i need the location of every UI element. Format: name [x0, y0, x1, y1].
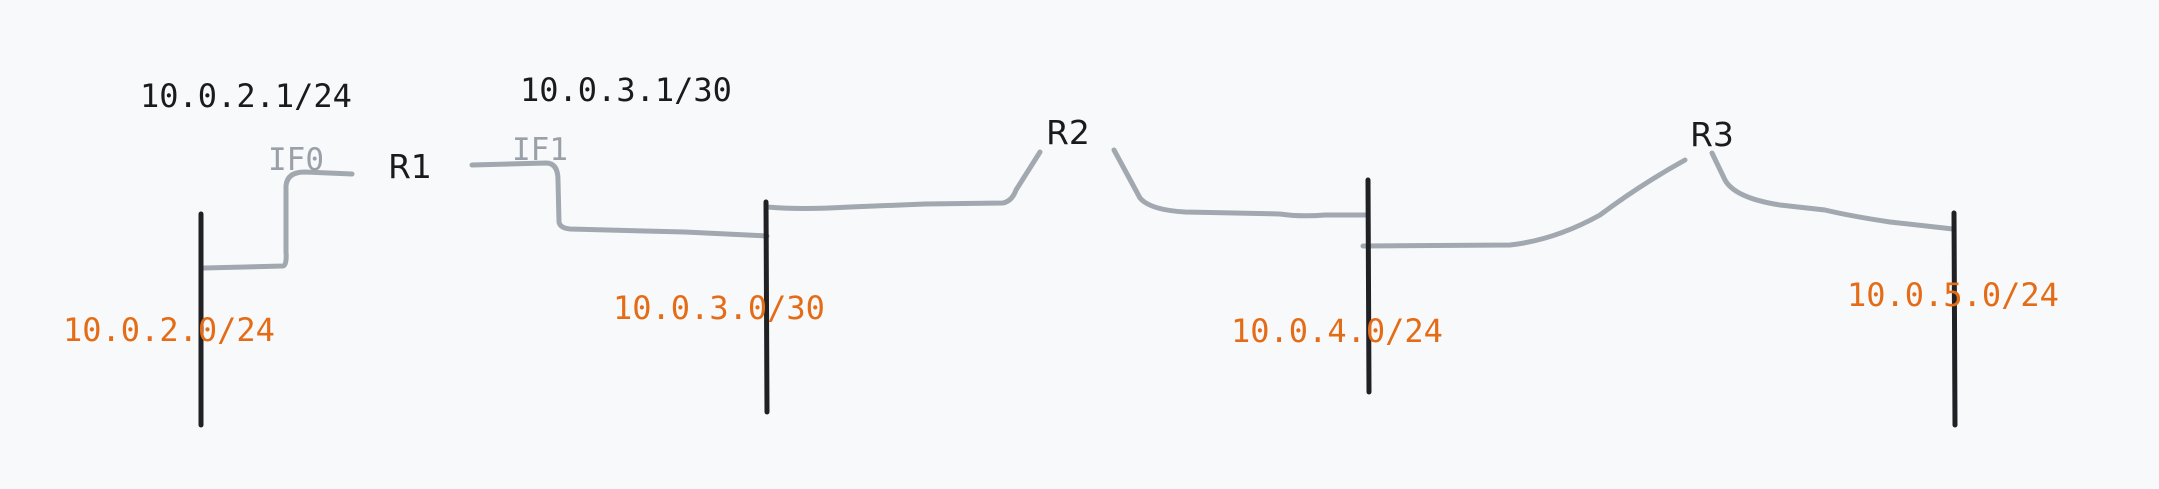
network-label-net-b: 10.0.3.0/30: [613, 289, 825, 327]
network-label-net-c: 10.0.4.0/24: [1231, 312, 1443, 350]
link-net-a-to-r1: [201, 169, 355, 271]
address-label-r1-if0: 10.0.2.1/24: [140, 77, 352, 115]
address-label-r1-if1: 10.0.3.1/30: [520, 71, 732, 109]
link-net-c-to-r3: [1360, 157, 1688, 249]
network-label-net-d: 10.0.5.0/24: [1847, 276, 2059, 314]
router-r3: R3: [1690, 115, 1734, 154]
interface-label-if1: IF1: [512, 132, 568, 168]
link-r1-to-net-b: [469, 160, 770, 239]
segment-net-c: [1365, 177, 1372, 395]
router-r2: R2: [1046, 113, 1090, 152]
network-label-net-a: 10.0.2.0/24: [63, 311, 275, 349]
segment-net-d: [1951, 210, 1958, 428]
segment-net-b: [763, 199, 770, 415]
link-r2-to-net-c: [1111, 147, 1370, 219]
link-net-b-to-r2: [764, 149, 1043, 211]
interface-label-if0: IF0: [268, 142, 324, 178]
link-r3-to-net-d: [1709, 150, 1956, 232]
router-r1: R1: [388, 147, 432, 186]
